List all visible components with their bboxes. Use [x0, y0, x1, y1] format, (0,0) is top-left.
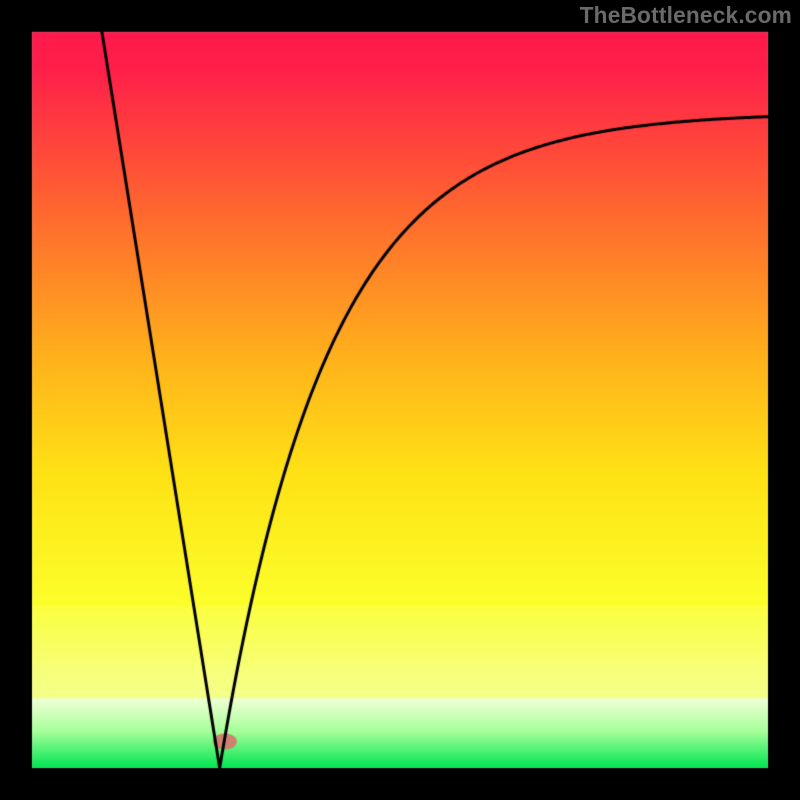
chart-container: TheBottleneck.com [0, 0, 800, 800]
watermark-text: TheBottleneck.com [580, 2, 792, 29]
black-frame [0, 0, 800, 800]
